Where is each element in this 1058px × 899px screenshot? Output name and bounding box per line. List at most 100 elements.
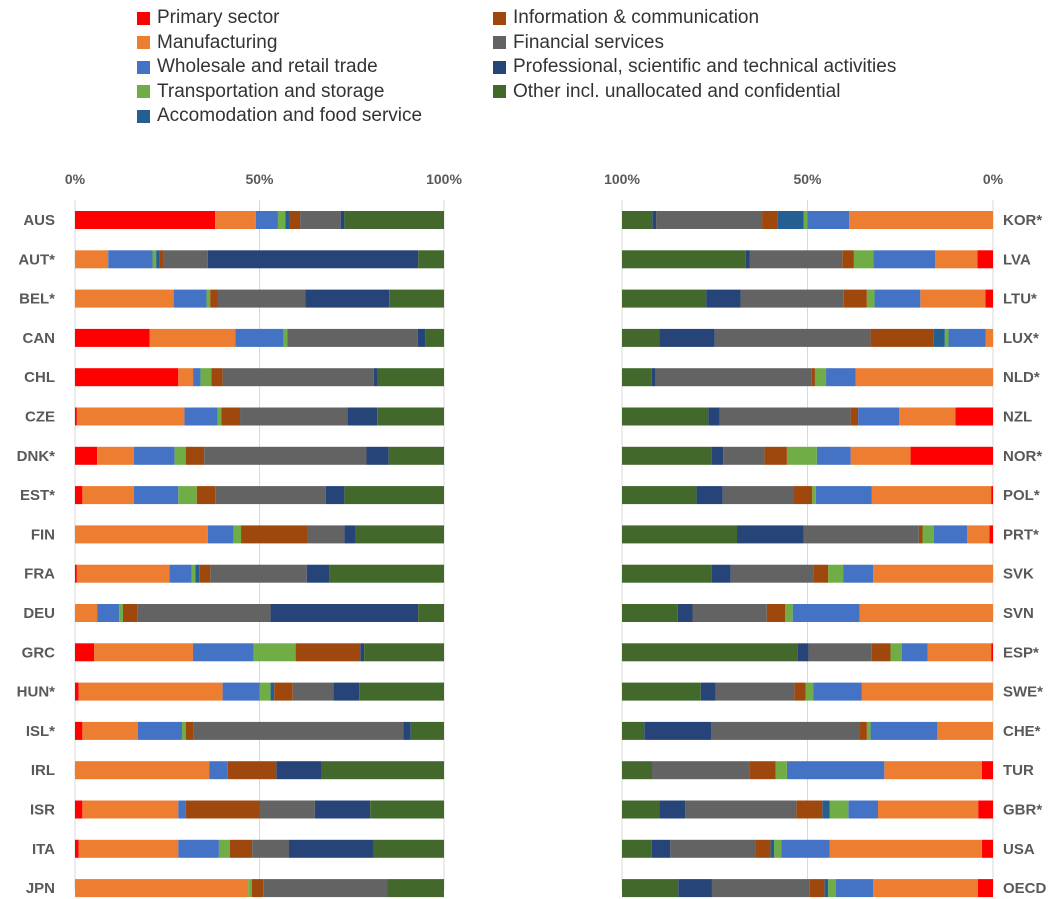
bar-segment bbox=[292, 682, 334, 701]
category-label: GRC bbox=[22, 644, 56, 661]
bar-segment bbox=[764, 446, 787, 465]
bar-segment bbox=[622, 721, 645, 740]
category-label: FIN bbox=[31, 526, 55, 543]
category-label: AUS bbox=[23, 212, 55, 229]
bar-segment bbox=[174, 446, 186, 465]
legend-item: Financial services bbox=[493, 31, 896, 56]
bar-segment bbox=[655, 368, 812, 387]
bar-segment bbox=[218, 839, 230, 858]
bar-segment bbox=[156, 250, 160, 269]
category-label: JPN bbox=[26, 880, 55, 897]
bar-segment bbox=[75, 446, 98, 465]
bar-segment bbox=[622, 407, 709, 426]
bar-segment bbox=[403, 721, 411, 740]
bar-segment bbox=[692, 604, 767, 622]
bar-segment bbox=[305, 289, 390, 308]
bar-segment bbox=[910, 446, 993, 465]
bar-segment bbox=[991, 643, 993, 662]
bar-segment bbox=[185, 800, 260, 819]
bar-segment bbox=[191, 564, 196, 583]
bar-segment bbox=[622, 761, 652, 780]
bar-segment bbox=[622, 289, 707, 308]
bar-segment bbox=[178, 839, 219, 858]
bar-segment bbox=[826, 368, 856, 387]
bar-segment bbox=[209, 761, 228, 780]
bar-segment bbox=[217, 407, 222, 426]
bar-segment bbox=[314, 800, 371, 819]
bar-segment bbox=[178, 486, 197, 505]
legend-item: Transportation and storage bbox=[137, 80, 422, 105]
category-label: SWE* bbox=[1003, 684, 1043, 701]
bar-segment bbox=[204, 446, 367, 465]
bar-segment bbox=[221, 407, 241, 426]
bar-segment bbox=[812, 486, 816, 505]
bar-segment bbox=[792, 604, 860, 622]
bar-segment bbox=[711, 721, 860, 740]
legend-swatch bbox=[493, 11, 506, 25]
bar-segment bbox=[75, 761, 210, 780]
category-label: FRA bbox=[24, 566, 55, 583]
bar-segment bbox=[786, 761, 885, 780]
bar-segment bbox=[76, 564, 170, 583]
bar-segment bbox=[935, 250, 978, 269]
bar-segment bbox=[714, 328, 871, 347]
legend-item: Professional, scientific and technical a… bbox=[493, 55, 896, 80]
bar-segment bbox=[134, 486, 179, 505]
bar-segment bbox=[137, 721, 183, 740]
bar-segment bbox=[364, 643, 444, 662]
bar-segment bbox=[777, 211, 804, 229]
legend-item: Accomodation and food service bbox=[137, 104, 422, 129]
bar-segment bbox=[700, 682, 716, 701]
bar-segment bbox=[985, 328, 993, 347]
legend-swatch bbox=[137, 85, 150, 99]
category-label: ITA bbox=[32, 841, 55, 858]
bar-segment bbox=[206, 289, 211, 308]
bar-segment bbox=[822, 800, 830, 819]
category-label: USA bbox=[1003, 841, 1035, 858]
bar-segment bbox=[696, 486, 723, 505]
bar-segment bbox=[622, 800, 660, 819]
bar-segment bbox=[766, 604, 786, 622]
bar-segment bbox=[622, 486, 697, 505]
bar-segment bbox=[75, 879, 249, 898]
category-label: LTU* bbox=[1003, 291, 1037, 308]
bar-segment bbox=[749, 250, 843, 269]
category-label: OECD bbox=[1003, 880, 1047, 897]
bar-segment bbox=[922, 525, 934, 544]
bar-segment bbox=[805, 682, 814, 701]
category-label: CZE bbox=[25, 409, 55, 426]
bar-segment bbox=[253, 643, 296, 662]
bar-segment bbox=[815, 486, 872, 505]
legend-item: Other incl. unallocated and confidential bbox=[493, 80, 896, 105]
bar-segment bbox=[850, 407, 859, 426]
legend-label: Professional, scientific and technical a… bbox=[513, 56, 897, 78]
bar-segment bbox=[289, 211, 301, 229]
legend-swatch bbox=[137, 109, 150, 123]
bar-segment bbox=[796, 800, 823, 819]
bar-segment bbox=[871, 643, 891, 662]
bar-segment bbox=[749, 761, 776, 780]
bar-segment bbox=[425, 328, 444, 347]
bar-segment bbox=[622, 839, 652, 858]
bar-segment bbox=[803, 525, 919, 544]
bar-segment bbox=[809, 879, 825, 898]
bar-segment bbox=[173, 289, 207, 308]
category-label: IRL bbox=[31, 762, 55, 779]
bar-segment bbox=[295, 643, 361, 662]
bar-segment bbox=[781, 839, 830, 858]
bar-segment bbox=[344, 486, 444, 505]
bar-segment bbox=[359, 682, 444, 701]
bar-segment bbox=[215, 211, 256, 229]
legend-swatch bbox=[137, 11, 150, 25]
bar-segment bbox=[211, 368, 223, 387]
category-label: ISR bbox=[30, 802, 55, 819]
category-label: SVK bbox=[1003, 566, 1034, 583]
legend-swatch bbox=[137, 60, 150, 74]
bar-segment bbox=[195, 564, 200, 583]
bar-segment bbox=[347, 407, 378, 426]
bar-segment bbox=[227, 761, 277, 780]
bar-segment bbox=[163, 250, 208, 269]
bar-segment bbox=[137, 604, 271, 622]
x-tick-label: 0% bbox=[983, 171, 1004, 187]
